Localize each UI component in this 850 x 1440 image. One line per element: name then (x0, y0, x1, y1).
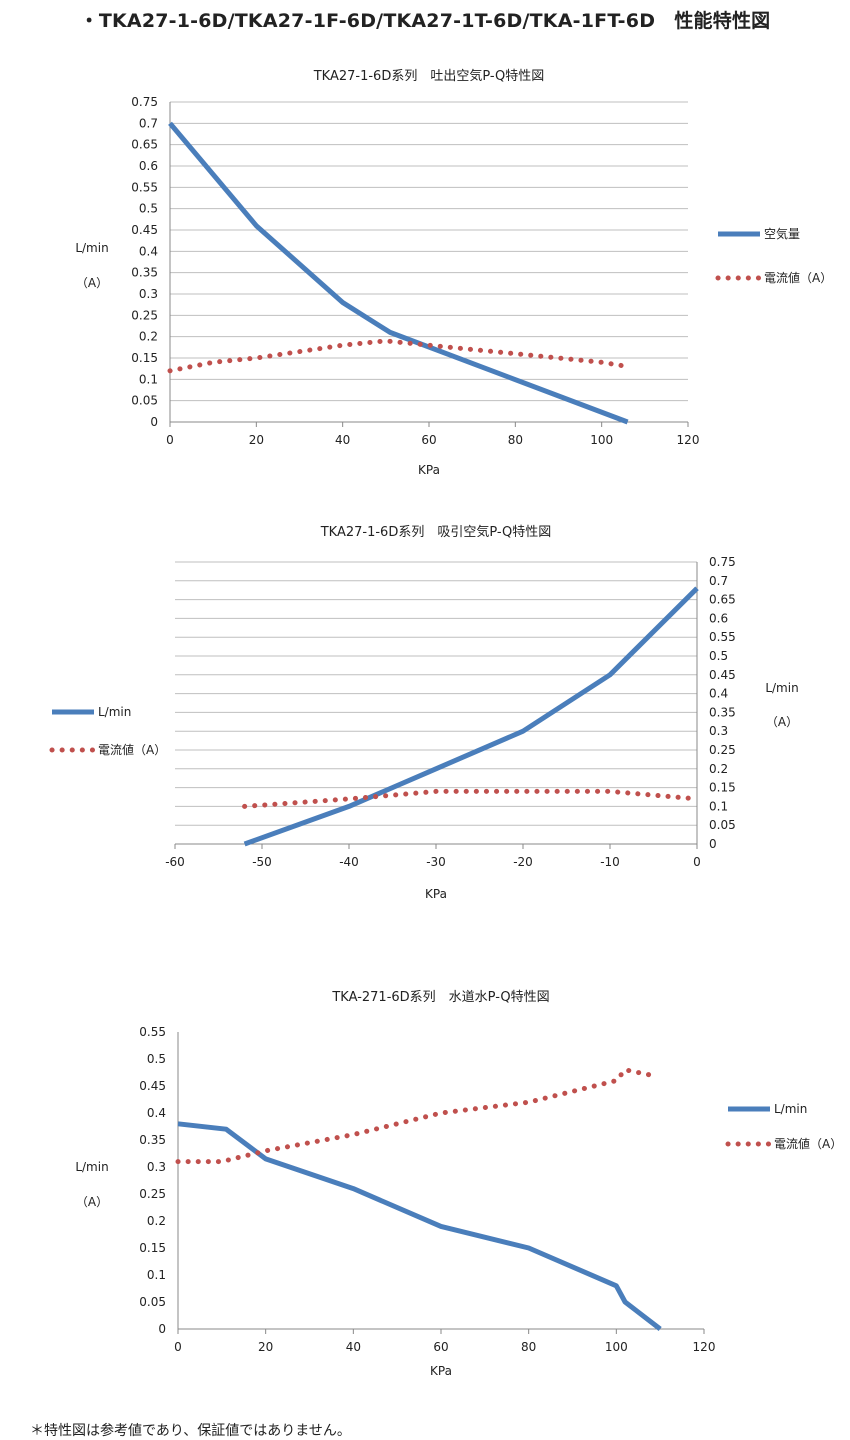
current-series-line (242, 788, 700, 809)
tap-water-chart: TKA-271-6D系列 水道水P-Q特性図 0 0.05 0.1 0.15 0.2 0.2… (75, 990, 842, 1378)
y-tick-label: 0.05 (139, 1295, 166, 1309)
x-tick-label: 0 (174, 1340, 182, 1354)
y-tick-label: 0.1 (147, 1268, 166, 1282)
y-tick-label: 0.25 (139, 1187, 166, 1201)
flow-series-line (168, 121, 629, 425)
page-title: ・TKA27-1-6D/TKA27-1F-6D/TKA27-1T-6D/TKA-… (79, 10, 771, 32)
legend-label: 電流値（A） (764, 270, 832, 285)
y-tick-label: 0.05 (131, 394, 158, 408)
legend-label: 電流値（A） (98, 742, 166, 757)
y-tick-label: 0.65 (709, 593, 736, 607)
legend-label: 電流値（A） (774, 1136, 842, 1151)
y-tick-label: 0.55 (131, 180, 158, 194)
y-tick-label: 0.3 (139, 287, 158, 301)
y-tick-label: 0.6 (709, 611, 728, 625)
y-tick-label: 0.5 (709, 649, 728, 663)
y-tick-label: 0.55 (139, 1025, 166, 1039)
x-axis-label: KPa (418, 463, 440, 477)
x-tick-label: 120 (677, 433, 700, 447)
y-tick-label: 0 (150, 415, 158, 429)
x-tick-label: -60 (165, 855, 185, 869)
x-tick-label: 60 (433, 1340, 448, 1354)
x-axis-label: KPa (430, 1364, 452, 1378)
x-tick-label: -50 (252, 855, 272, 869)
y-tick-label: 0.4 (147, 1106, 166, 1120)
current-series-line (175, 1067, 654, 1165)
y-tick-label: 0.2 (147, 1214, 166, 1228)
legend-label: 空気量 (764, 226, 800, 241)
x-tick-label: 80 (521, 1340, 536, 1354)
flow-series-line (177, 1121, 662, 1331)
y-tick-label: 0.15 (139, 1241, 166, 1255)
x-tick-label: 120 (693, 1340, 716, 1354)
y-tick-label: 0.75 (709, 555, 736, 569)
x-tick-label: 20 (258, 1340, 273, 1354)
legend-label: L/min (98, 705, 131, 719)
x-tick-label: 100 (590, 433, 613, 447)
y-tick-label: 0 (709, 837, 717, 851)
y-tick-label: 0.7 (709, 574, 728, 588)
discharge-air-chart: TKA27-1-6D系列 吐出空気P-Q特性図 0 0.05 0.1 0.15 0.2 0.… (75, 68, 832, 477)
y-axis-label: L/min (75, 1160, 108, 1174)
y-tick-label: 0.15 (709, 781, 736, 795)
y-tick-label: 0.25 (131, 308, 158, 322)
y-tick-label: 0.7 (139, 116, 158, 130)
x-tick-label: 40 (346, 1340, 361, 1354)
y-tick-label: 0.3 (147, 1160, 166, 1174)
y-tick-label: 0.75 (131, 95, 158, 109)
x-tick-label: 0 (693, 855, 701, 869)
chart-title: TKA27-1-6D系列 吐出空気P-Q特性図 (313, 68, 545, 84)
y-tick-label: 0.1 (139, 372, 158, 386)
y-axis-unit-label: （A） (76, 276, 108, 290)
legend-label: L/min (774, 1102, 807, 1116)
y-tick-label: 0.15 (131, 351, 158, 365)
y-tick-label: 0.45 (139, 1079, 166, 1093)
y-tick-label: 0.5 (147, 1052, 166, 1066)
y-tick-label: 0.45 (131, 223, 158, 237)
x-tick-label: 0 (166, 433, 174, 447)
y-tick-label: 0.35 (139, 1133, 166, 1147)
y-tick-label: 0.25 (709, 743, 736, 757)
chart-title: TKA27-1-6D系列 吸引空気P-Q特性図 (320, 524, 552, 540)
y-tick-label: 0.45 (709, 668, 736, 682)
x-tick-label: -20 (513, 855, 533, 869)
y-axis-label: L/min (75, 241, 108, 255)
chart-title: TKA-271-6D系列 水道水P-Q特性図 (331, 990, 549, 1005)
y-tick-label: 0.65 (131, 138, 158, 152)
y-tick-label: 0.35 (131, 266, 158, 280)
x-tick-label: 40 (335, 433, 350, 447)
x-tick-label: 100 (605, 1340, 628, 1354)
y-axis-label: L/min (765, 681, 798, 695)
flow-series-line (243, 586, 699, 847)
footnote: ＊特性図は参考値であり、保証値ではありません。 (30, 1423, 351, 1439)
y-tick-label: 0.3 (709, 724, 728, 738)
x-tick-label: -30 (426, 855, 446, 869)
y-axis-unit-label: （A） (766, 715, 798, 729)
y-tick-label: 0.05 (709, 818, 736, 832)
y-axis-unit-label: （A） (76, 1195, 108, 1209)
x-tick-label: 80 (508, 433, 523, 447)
suction-air-chart: TKA27-1-6D系列 吸引空気P-Q特性図 0 0.05 0.1 0.15 0.2 0.… (49, 524, 799, 901)
x-axis-label: KPa (425, 887, 447, 901)
x-tick-label: -40 (339, 855, 359, 869)
y-tick-label: 0.5 (139, 202, 158, 216)
y-tick-label: 0.4 (709, 687, 728, 701)
x-tick-label: 20 (249, 433, 264, 447)
x-tick-label: -10 (600, 855, 620, 869)
y-tick-label: 0.55 (709, 630, 736, 644)
x-tick-label: 60 (421, 433, 436, 447)
y-tick-label: 0.2 (139, 330, 158, 344)
current-series-line (167, 338, 631, 374)
y-tick-label: 0.6 (139, 159, 158, 173)
y-tick-label: 0.4 (139, 244, 158, 258)
y-tick-label: 0.2 (709, 762, 728, 776)
y-tick-label: 0.1 (709, 799, 728, 813)
y-tick-label: 0.35 (709, 705, 736, 719)
y-tick-label: 0 (158, 1322, 166, 1336)
